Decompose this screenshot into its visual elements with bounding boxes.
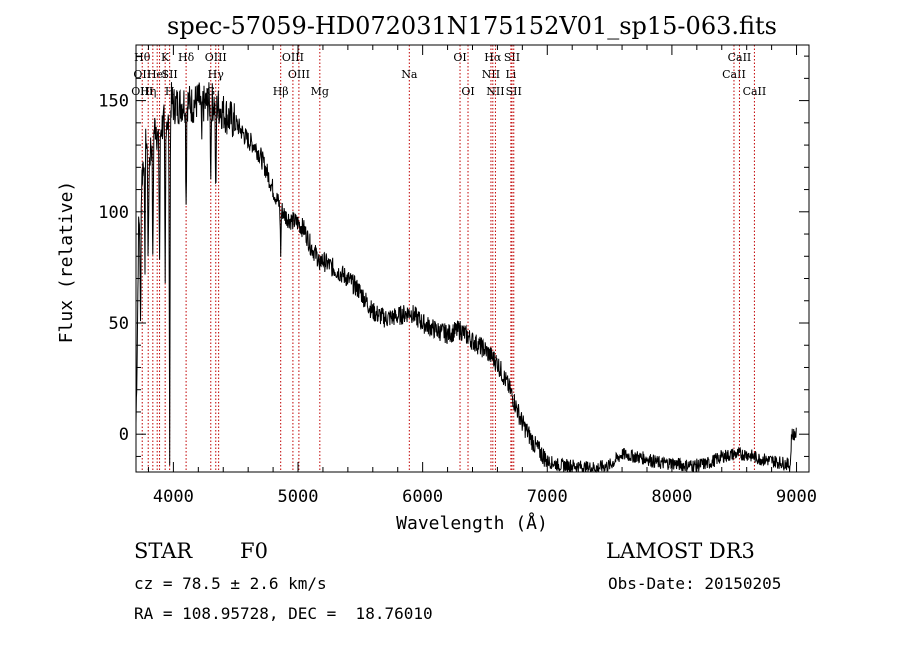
line-label-16-upper: OI [453, 51, 466, 64]
line-label-15-mid: Na [401, 68, 418, 81]
y-tick-label-100: 100 [98, 203, 129, 223]
line-label-5-upper: K [161, 51, 170, 64]
axis-ticks: 4000 5000 6000 7000 8000 9000 0 50 100 150 [98, 45, 817, 507]
line-label-23-low: SII [506, 85, 522, 98]
line-label-1-low: Hη [140, 85, 156, 98]
line-label-9-upper: OIII [205, 51, 227, 64]
line-label-24-mid: CaII [722, 68, 746, 81]
survey-name: LAMOST DR3 [606, 539, 755, 563]
x-axis-label: Wavelength (Å) [396, 512, 548, 534]
spectral-subclass: F0 [240, 539, 268, 563]
x-tick-label-4000: 4000 [153, 487, 194, 507]
line-label-21-mid: Li [505, 68, 516, 81]
x-tick-label-9000: 9000 [776, 487, 817, 507]
line-label-6-low: H [165, 85, 175, 98]
x-tick-label-6000: 6000 [402, 487, 443, 507]
line-label-12-upper: OIII [282, 51, 304, 64]
spectrum-chart: spec-57059-HD072031N175152V01_sp15-063.f… [56, 12, 817, 534]
line-label-26-low: CaII [743, 85, 767, 98]
obs-date: Obs-Date: 20150205 [608, 574, 782, 593]
y-tick-label-0: 0 [119, 425, 129, 445]
line-label-6-mid: SII [162, 68, 178, 81]
x-tick-label-8000: 8000 [651, 487, 692, 507]
line-label-13-mid: OIII [288, 68, 310, 81]
spectrum-line [135, 82, 797, 473]
line-label-25-upper: CaII [728, 51, 752, 64]
x-tick-label-5000: 5000 [278, 487, 319, 507]
chart-title: spec-57059-HD072031N175152V01_sp15-063.f… [167, 12, 777, 40]
coordinates: RA = 108.95728, DEC = 18.76010 [134, 604, 433, 623]
x-tick-label-7000: 7000 [527, 487, 568, 507]
line-label-8-low: G [206, 85, 215, 98]
line-label-19-upper: Hα [484, 51, 502, 64]
line-label-20-low: NII [486, 85, 504, 98]
line-label-7-upper: Hδ [178, 51, 195, 64]
line-label-3-mid: HeI [147, 68, 167, 81]
line-label-0-upper: Hθ [134, 51, 151, 64]
velocity-readout: cz = 78.5 ± 2.6 km/s [134, 574, 327, 593]
line-label-11-low: Hβ [273, 85, 289, 98]
y-tick-label-50: 50 [109, 314, 129, 334]
y-axis-label: Flux (relative) [56, 181, 77, 344]
y-tick-label-150: 150 [98, 92, 129, 112]
line-label-9-mid: Hγ [208, 68, 225, 81]
object-type: STAR [134, 539, 193, 563]
plot-frame [135, 44, 810, 473]
line-label-17-low: OI [461, 85, 474, 98]
line-label-0-mid: OII [133, 68, 151, 81]
line-label-14-low: Mg [311, 85, 329, 98]
line-label-22-upper: SII [504, 51, 520, 64]
line-label-18-mid: NII [482, 68, 500, 81]
